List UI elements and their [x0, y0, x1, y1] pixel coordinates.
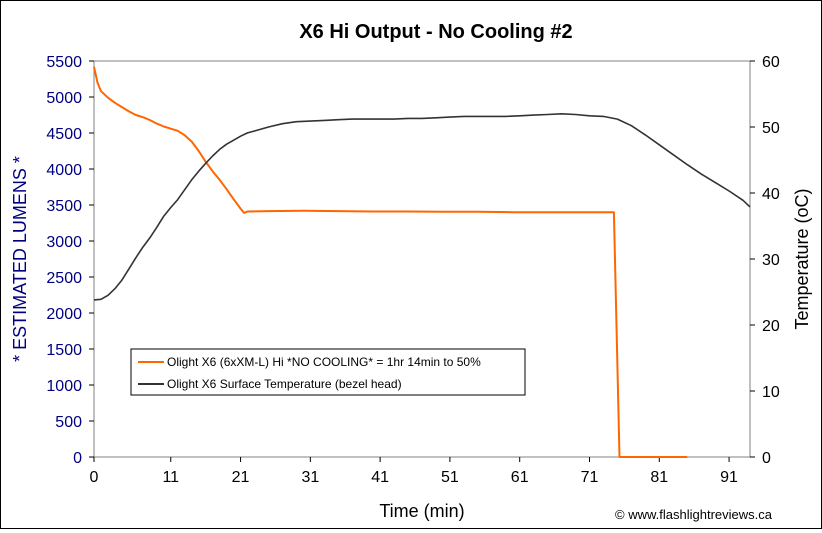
x-tick-label: 11 — [162, 469, 179, 486]
y-left-tick-label: 4500 — [46, 126, 82, 143]
y-axis-label-left: * ESTIMATED LUMENS * — [10, 156, 30, 362]
copyright-text: © www.flashlightreviews.ca — [615, 507, 773, 522]
y-right-tick-label: 10 — [762, 384, 780, 401]
y-left-tick-label: 4000 — [46, 162, 82, 179]
y-left-tick-label: 1500 — [46, 342, 82, 359]
x-tick-label: 21 — [232, 469, 250, 486]
y-left-tick-label: 0 — [73, 450, 82, 467]
series-layer — [93, 66, 751, 458]
legend-label-lumens: Olight X6 (6xXM-L) Hi *NO COOLING* = 1hr… — [167, 355, 481, 369]
y-left-tick-label: 5000 — [46, 90, 82, 107]
y-right-tick-label: 50 — [762, 120, 780, 137]
y-left-tick-label: 3500 — [46, 198, 82, 215]
legend: Olight X6 (6xXM-L) Hi *NO COOLING* = 1hr… — [130, 348, 526, 396]
x-tick-label: 61 — [511, 469, 529, 486]
lumens-series-line — [93, 66, 688, 458]
y-left-tick-label: 1000 — [46, 378, 82, 395]
y-left-tick-label: 500 — [55, 414, 82, 431]
y-axis-label-right: Temperature (oC) — [792, 188, 812, 329]
legend-label-temperature: Olight X6 Surface Temperature (bezel hea… — [167, 377, 402, 391]
temperature-series-line — [93, 113, 751, 301]
x-tick-label: 51 — [441, 469, 459, 486]
y-right-tick-label: 30 — [762, 252, 780, 269]
y-left-tick-label: 2500 — [46, 270, 82, 287]
plot-area — [93, 60, 751, 458]
y-axis-right: 0 10 20 30 40 50 60 — [750, 54, 780, 467]
x-tick-label: 31 — [301, 469, 319, 486]
x-tick-label: 71 — [581, 469, 599, 486]
x-tick-label: 41 — [371, 469, 389, 486]
y-left-tick-label: 5500 — [46, 54, 82, 71]
y-left-tick-label: 2000 — [46, 306, 82, 323]
x-tick-label: 91 — [720, 469, 738, 486]
y-right-tick-label: 20 — [762, 318, 780, 335]
y-left-tick-label: 3000 — [46, 234, 82, 251]
x-tick-label: 0 — [90, 469, 99, 486]
chart-title: X6 Hi Output - No Cooling #2 — [299, 21, 572, 43]
x-tick-label: 81 — [650, 469, 668, 486]
y-right-tick-label: 0 — [762, 450, 771, 467]
y-right-tick-label: 60 — [762, 54, 780, 71]
x-axis-label: Time (min) — [379, 501, 464, 521]
y-right-tick-label: 40 — [762, 186, 780, 203]
legend-box — [130, 348, 526, 396]
x-axis: 0 11 21 31 41 51 61 71 81 91 — [90, 457, 738, 486]
y-axis-left: 0 500 1000 1500 2000 2500 3000 3500 4000 4500 5000… — [46, 54, 94, 467]
